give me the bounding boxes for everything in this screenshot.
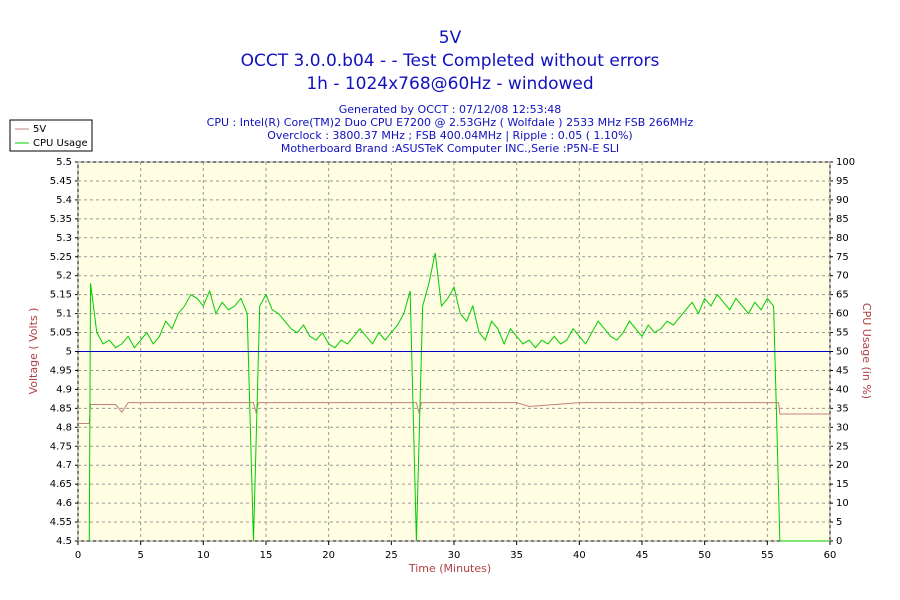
y-tick-label: 5 — [66, 347, 72, 358]
y2-tick-label: 50 — [836, 347, 849, 358]
x-tick-label: 35 — [510, 550, 523, 561]
y-tick-label: 5.5 — [56, 157, 72, 168]
y2-tick-label: 55 — [836, 328, 849, 339]
y-tick-label: 4.7 — [56, 460, 72, 471]
line-series — [78, 402, 830, 425]
y2-tick-label: 75 — [836, 252, 849, 263]
y-tick-label: 5.1 — [56, 309, 72, 320]
y-tick-label: 4.8 — [56, 422, 72, 433]
y2-tick-label: 95 — [836, 176, 849, 187]
y-tick-label: 5.45 — [50, 176, 72, 187]
legend — [9, 119, 93, 152]
y2-tick-label: 5 — [836, 517, 842, 528]
y2-tick-label: 15 — [836, 479, 849, 490]
x-tick-label: 55 — [761, 550, 774, 561]
y-tick-label: 5.25 — [50, 252, 72, 263]
x-tick-label: 40 — [573, 550, 586, 561]
y2-tick-label: 80 — [836, 233, 849, 244]
line-series — [88, 252, 830, 542]
y2-tick-label: 60 — [836, 309, 849, 320]
x-tick-label: 5 — [137, 550, 143, 561]
y-tick-label: 5.2 — [56, 271, 72, 282]
y2-tick-label: 85 — [836, 214, 849, 225]
chart-title: 5V — [439, 28, 462, 48]
x-tick-label: 15 — [260, 550, 273, 561]
y-tick-label: 4.6 — [56, 498, 72, 509]
y-tick-label: 4.75 — [50, 441, 72, 452]
y-tick-label: 4.5 — [56, 536, 72, 547]
x-axis-label: Time (Minutes) — [408, 562, 491, 575]
y2-tick-label: 10 — [836, 498, 849, 509]
subtitle: Overclock : 3800.37 MHz ; FSB 400.04MHz … — [267, 129, 632, 142]
subtitle: Generated by OCCT : 07/12/08 12:53:48 — [339, 103, 562, 116]
y-axis-label: Voltage ( Volts ) — [27, 308, 40, 395]
subtitle: CPU : Intel(R) Core(TM)2 Duo CPU E7200 @… — [207, 116, 694, 129]
y-tick-label: 4.95 — [50, 365, 72, 376]
x-tick-label: 10 — [197, 550, 210, 561]
y2-tick-label: 100 — [836, 157, 855, 168]
x-tick-label: 0 — [75, 550, 81, 561]
y-tick-label: 5.15 — [50, 290, 72, 301]
y2-tick-label: 30 — [836, 422, 849, 433]
legend-label: 5V — [33, 124, 46, 135]
subtitle: Motherboard Brand :ASUSTeK Computer INC.… — [281, 142, 619, 155]
x-tick-label: 20 — [322, 550, 335, 561]
y-tick-label: 5.35 — [50, 214, 72, 225]
y2-tick-label: 25 — [836, 441, 849, 452]
y2-tick-label: 45 — [836, 365, 849, 376]
y2-tick-label: 65 — [836, 290, 849, 301]
y-tick-label: 5.3 — [56, 233, 72, 244]
y-tick-label: 4.85 — [50, 403, 72, 414]
y-tick-label: 4.9 — [56, 384, 72, 395]
y-tick-label: 4.55 — [50, 517, 72, 528]
x-tick-label: 50 — [698, 550, 711, 561]
y2-tick-label: 0 — [836, 536, 842, 547]
y2-tick-label: 20 — [836, 460, 849, 471]
y-tick-label: 5.05 — [50, 328, 72, 339]
y2-tick-label: 70 — [836, 271, 849, 282]
x-tick-label: 25 — [385, 550, 398, 561]
x-tick-label: 45 — [636, 550, 649, 561]
legend-label: CPU Usage — [33, 138, 88, 149]
chart-title: 1h - 1024x768@60Hz - windowed — [306, 74, 593, 94]
chart-title: OCCT 3.0.0.b04 - - Test Completed withou… — [241, 51, 660, 71]
y2-tick-label: 35 — [836, 403, 849, 414]
x-tick-label: 30 — [448, 550, 461, 561]
y2-axis-label: CPU Usage (in %) — [860, 303, 873, 399]
y-tick-label: 4.65 — [50, 479, 72, 490]
y2-tick-label: 40 — [836, 384, 849, 395]
y-tick-label: 5.4 — [56, 195, 72, 206]
x-tick-label: 60 — [824, 550, 837, 561]
y2-tick-label: 90 — [836, 195, 849, 206]
